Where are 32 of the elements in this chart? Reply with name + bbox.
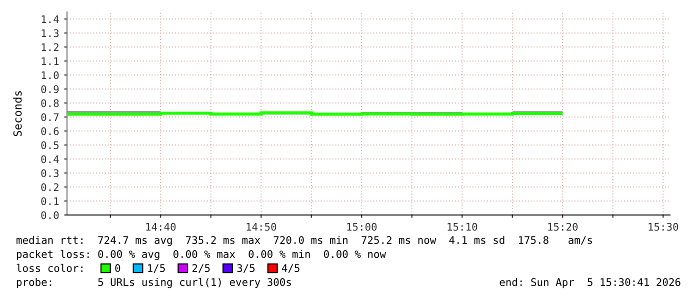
y-tick-label: 0.0 [41,211,59,220]
legend-title: loss color: [16,264,82,272]
y-tick-label: 0.4 [41,155,59,164]
y-tick-label: 0.2 [41,183,58,192]
x-tick-label: 15:30 [648,222,678,231]
y-tick-label: 0.9 [41,85,59,94]
y-tick-label: 0.6 [41,127,59,136]
text: end: Sun Apr 5 15:30:41 2026 [500,278,680,288]
y-tick-label: 0.8 [41,99,59,108]
x-tick-label: 15:10 [448,222,478,231]
x-tick-label: 15:00 [347,222,377,231]
legend-label: 3/5 [237,264,255,273]
text: median rtt: 724.7 ms avg 735.2 ms max 720.0 ms min 725.2 ms now 4.1 ms sd 175.8 am/s [16,236,592,246]
text: packet loss: 0.00 % avg 0.00 % max 0.00 % min 0.00 % now [16,250,386,260]
text: probe: 5 URLs using curl(1) every 300s [16,278,291,288]
y-tick-label: 1.1 [42,57,59,65]
legend-label: 0 [115,264,120,272]
y-tick-label: 0.1 [41,197,59,206]
y-tick-label: 0.3 [41,169,59,178]
x-tick-label: 14:40 [146,222,176,231]
y-tick-label: 1.4 [42,15,59,23]
y-axis-title: Seconds [13,91,22,136]
legend-label: 2/5 [192,264,210,273]
y-tick-label: 0.5 [41,141,59,150]
legend-label: 1/5 [148,264,165,273]
legend-label: 4/5 [282,264,300,273]
x-tick-label: 15:20 [548,222,578,231]
y-tick-label: 0.7 [41,113,59,122]
x-tick-label: 14:50 [246,222,276,231]
y-tick-label: 1.2 [42,43,58,51]
y-tick-label: 1.3 [42,29,59,38]
y-tick-label: 1.0 [42,71,59,80]
